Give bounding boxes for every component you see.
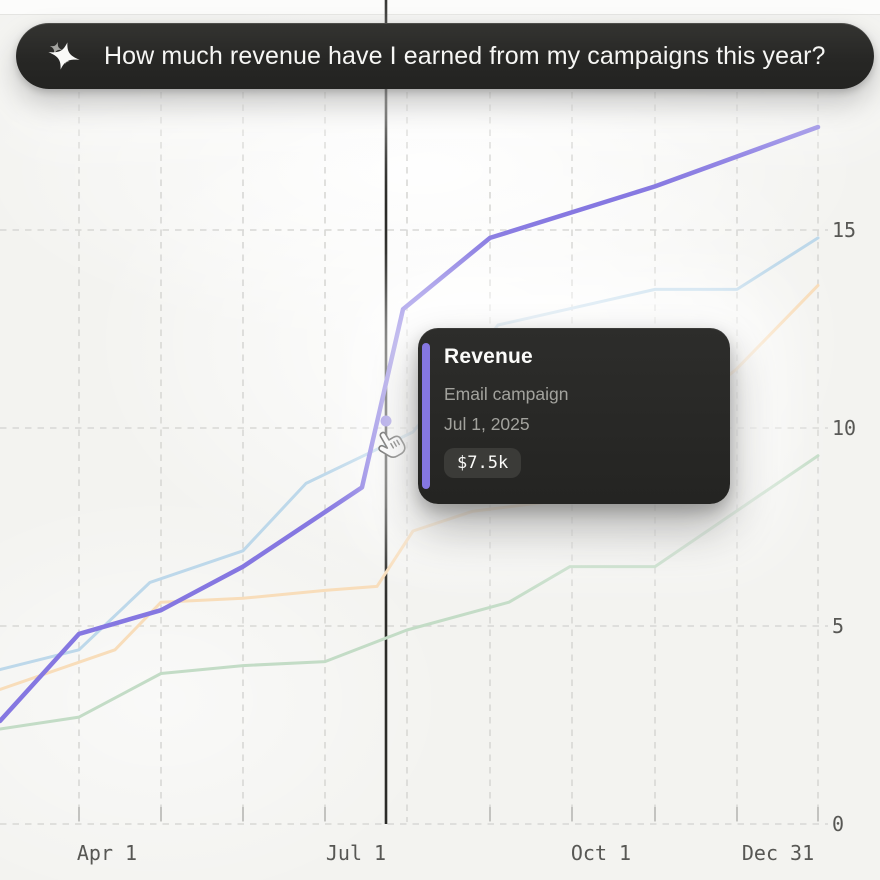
y-axis-label: 15 — [832, 218, 857, 242]
y-axis-label: 0 — [832, 812, 845, 836]
series-line-email-campaign-purple — [0, 124, 821, 724]
hand-cursor-icon — [378, 431, 406, 458]
tooltip-series-label: Email campaign — [444, 384, 569, 404]
ai-question-bar[interactable]: How much revenue have I earned from my c… — [16, 23, 874, 89]
tooltip-date: Jul 1, 2025 — [444, 414, 530, 434]
tooltip-title: Revenue — [444, 345, 533, 368]
hover-dot — [380, 415, 392, 427]
chart-tooltip: Revenue Email campaign Jul 1, 2025 $7.5k — [418, 328, 730, 504]
tooltip-value-badge: $7.5k — [444, 448, 522, 478]
x-axis-label: Dec 31 — [741, 841, 815, 865]
x-axis-label: Jul 1 — [325, 841, 387, 865]
y-axis-label: 5 — [832, 614, 845, 638]
sparkle-icon — [48, 41, 80, 70]
question-text: How much revenue have I earned from my c… — [104, 41, 826, 70]
x-axis-label: Oct 1 — [570, 841, 632, 865]
tooltip-accent-bar — [422, 343, 430, 489]
x-axis-label: Apr 1 — [76, 841, 138, 865]
series-line-green — [0, 454, 820, 731]
series-line-light-blue — [0, 236, 820, 672]
y-axis-label: 10 — [832, 416, 857, 440]
